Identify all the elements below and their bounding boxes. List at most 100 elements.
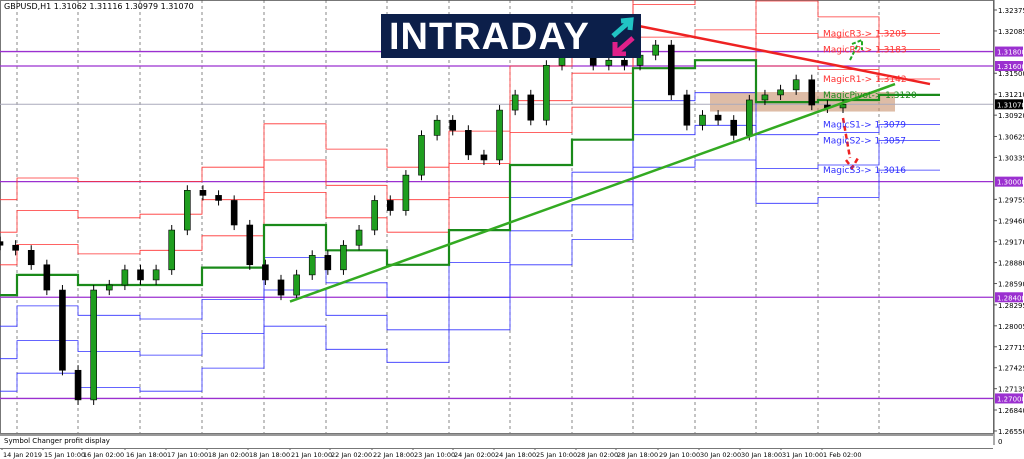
candle-body [683, 94, 691, 126]
price-tick-label: 1.28590 [998, 281, 1024, 289]
candle [12, 240, 19, 256]
candle-body [808, 79, 816, 106]
price-tick-label: 1.28880 [998, 260, 1024, 268]
candle [480, 149, 488, 166]
candle-body [27, 249, 35, 266]
candle [277, 274, 285, 301]
price-tick-label: 1.30920 [998, 112, 1024, 120]
candle [699, 110, 706, 131]
key-level-tag-bg [995, 61, 1023, 72]
pivot-label-r2: MagicR2-> 1.3183 [823, 45, 907, 55]
symbol-info: GBPUSD,H1 1.31062 1.31116 1.30979 1.3107… [4, 2, 194, 11]
candle [184, 185, 191, 236]
plot-area [0, 0, 994, 434]
candle-body [308, 255, 316, 276]
price-tick-label: 1.32085 [998, 28, 1024, 36]
candle-body [0, 241, 4, 246]
candle [293, 269, 300, 301]
candle [511, 89, 519, 116]
candle-body [511, 94, 519, 111]
time-tick-label: 23 Jan 10:00 [414, 451, 455, 459]
time-tick-label: 17 Jan 10:00 [167, 451, 208, 459]
candle-body [184, 190, 191, 231]
candle-body [340, 244, 347, 271]
candle-body [402, 174, 410, 211]
price-tick-label: 1.32375 [998, 7, 1024, 15]
candle-body [465, 130, 472, 156]
time-tick-label: 18 Jan 02:00 [208, 451, 249, 459]
price-tick-label: 1.29755 [998, 196, 1024, 204]
subwindow-label: Symbol Changer profit display [4, 437, 110, 445]
candle [386, 195, 394, 216]
candle-body [215, 195, 222, 201]
pivot-pivot-line [0, 59, 940, 297]
candle [808, 74, 816, 111]
price-tick-label: 1.26550 [998, 428, 1024, 436]
candle [402, 170, 410, 216]
time-tick-label: 18 Jan 18:00 [249, 451, 290, 459]
candle-body [449, 119, 457, 131]
candle [105, 279, 113, 296]
candle [418, 130, 425, 181]
candle [527, 89, 535, 126]
candle-body [90, 289, 97, 401]
candle [74, 365, 82, 405]
key-level-tag-bg [995, 46, 1023, 57]
candle-body [746, 99, 753, 136]
candle [246, 219, 254, 270]
candle [215, 190, 222, 206]
candle [168, 225, 176, 275]
candle-body [480, 154, 488, 161]
candle [761, 89, 769, 106]
pivot-label-s2: MagicS2-> 1.3057 [823, 136, 906, 146]
time-tick-label: 22 Jan 18:00 [373, 451, 414, 459]
subwindow-axis-value: 0 [998, 438, 1002, 446]
candle [465, 125, 472, 160]
candle [449, 115, 457, 136]
price-tick-label: 1.31210 [998, 91, 1024, 99]
key-level-tag: 1.31800 [997, 49, 1024, 57]
candle-body [59, 289, 66, 371]
candle-body [152, 269, 160, 281]
pivot-s3-line [0, 159, 940, 392]
candle-body [714, 114, 722, 121]
candle [90, 284, 97, 405]
logo-text: INTRADAY [389, 16, 590, 58]
candle-body [43, 264, 51, 291]
candle-body [496, 109, 503, 161]
candle [652, 39, 659, 61]
candle [543, 60, 550, 126]
candle-body [543, 64, 550, 121]
candle [340, 240, 347, 275]
candle-body [230, 200, 238, 226]
bearish-arrow-icon [841, 117, 860, 171]
candle-body [12, 244, 19, 251]
candle [262, 259, 269, 285]
candle [59, 284, 66, 376]
candle [667, 39, 675, 100]
candle [27, 245, 35, 270]
candle-body [699, 114, 706, 126]
time-tick-label: 16 Jan 02:00 [83, 451, 124, 459]
price-tick-label: 1.26840 [998, 407, 1024, 415]
candle [730, 115, 738, 141]
candle [496, 105, 503, 166]
price-tick-label: 1.27425 [998, 365, 1024, 373]
candle-body [355, 229, 363, 246]
key-level-tag: 1.31600 [997, 63, 1024, 71]
price-tick-label: 1.28295 [998, 302, 1024, 310]
pivot-label-s1: MagicS1-> 1.3079 [823, 121, 906, 131]
time-tick-label: 14 Jan 2019 [3, 451, 42, 459]
candle-body [792, 79, 800, 91]
current-price-tag: 1.31070 [997, 101, 1024, 109]
candle [433, 115, 441, 141]
time-tick-label: 29 Jan 10:00 [659, 451, 700, 459]
candle-body [293, 274, 300, 296]
price-tick-label: 1.30335 [998, 154, 1024, 162]
candle-body [418, 135, 425, 176]
time-tick-label: 28 Jan 02:00 [577, 451, 618, 459]
resistance-trendline [639, 25, 931, 86]
price-tick-label: 1.27715 [998, 344, 1024, 352]
candle [746, 94, 753, 141]
